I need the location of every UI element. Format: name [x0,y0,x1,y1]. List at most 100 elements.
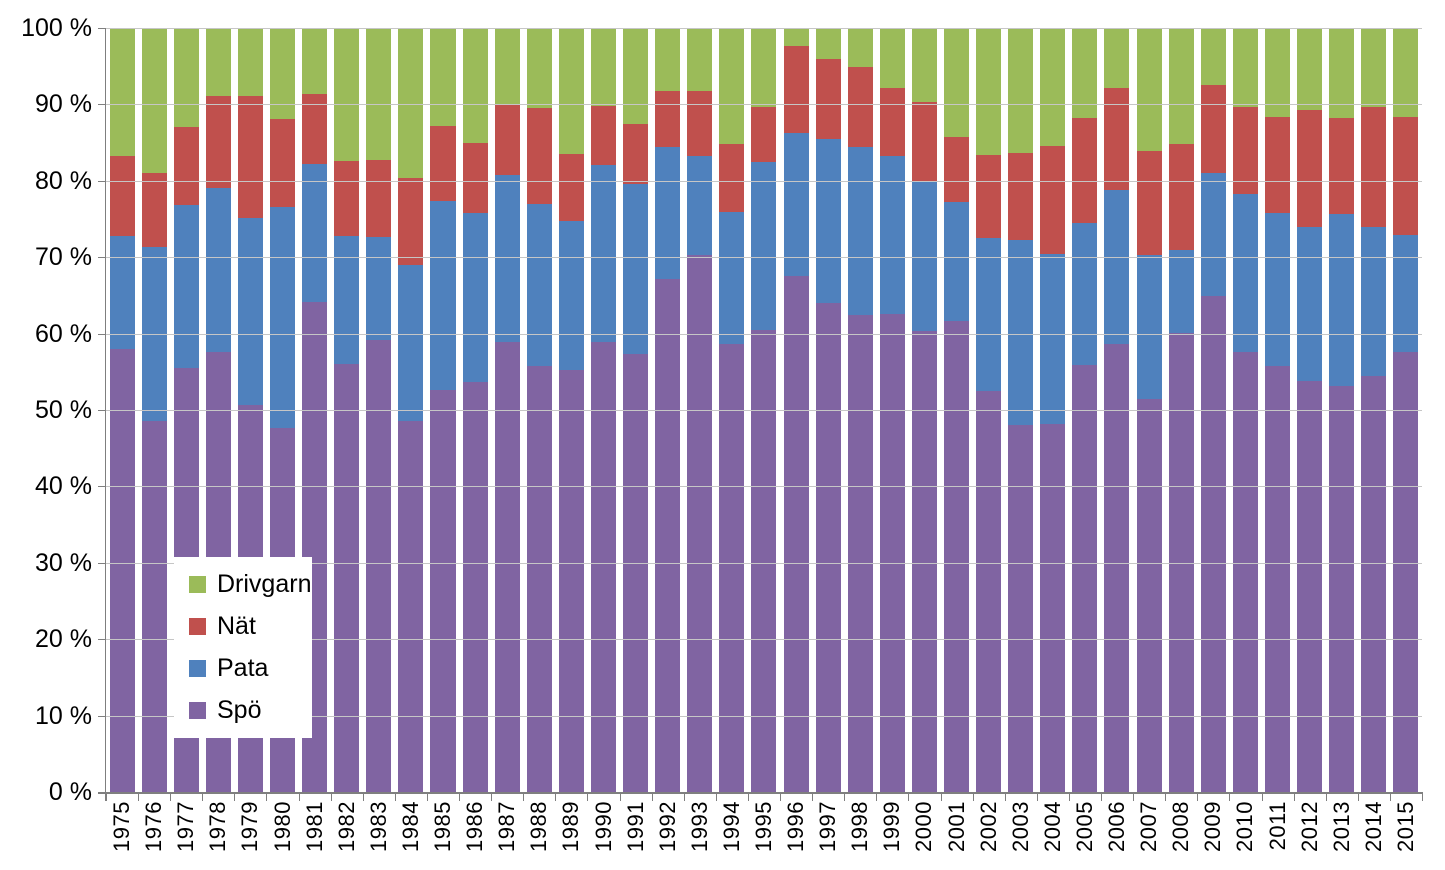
segment-Spö-1984 [398,420,424,792]
legend-item-pata: Pata [174,654,312,683]
y-axis-label: 70 % [35,243,92,272]
bar-stack-2011 [1264,28,1290,792]
segment-Nät-2008 [1168,144,1194,251]
segment-Nät-1990 [590,105,616,165]
segment-Drivgarn-1985 [430,28,456,126]
x-label-2013: 2013 [1328,801,1354,852]
segment-Spö-2004 [1040,423,1066,792]
segment-Pata-1984 [398,264,424,421]
x-label-1993: 1993 [686,801,712,852]
segment-Spö-1985 [430,390,456,792]
x-axis-tick [715,792,717,801]
x-axis-tick [1422,792,1423,801]
segment-Pata-1991 [623,183,649,355]
gridline [106,562,1422,564]
bar-stack-2004 [1040,28,1066,792]
segment-Nät-1982 [334,160,360,236]
bar-1995 [748,28,780,792]
gridline [106,333,1422,335]
segment-Spö-2010 [1232,351,1258,792]
segment-Drivgarn-1981 [302,28,328,94]
x-axis-tick [1004,792,1006,801]
y-axis-label: 90 % [35,90,92,119]
legend-label-spo: Spö [217,696,262,724]
segment-Spö-1991 [623,354,649,792]
x-axis-tick [1068,792,1070,801]
bar-stack-1989 [558,28,584,792]
bar-1982 [331,28,363,792]
x-label-2008: 2008 [1168,801,1194,852]
segment-Pata-1999 [879,155,905,314]
segment-Spö-2003 [1008,425,1034,792]
y-axis-label: 60 % [35,319,92,348]
segment-Drivgarn-1988 [526,28,552,108]
segment-Pata-1994 [719,212,745,344]
x-axis-tick [459,792,461,801]
segment-Pata-1985 [430,200,456,391]
y-axis-tick [98,792,106,793]
segment-Drivgarn-2000 [911,28,937,103]
bar-1988 [523,28,555,792]
segment-Drivgarn-2014 [1361,28,1387,108]
segment-Spö-2011 [1264,365,1290,792]
x-axis-tick [908,792,910,801]
segment-Nät-2004 [1040,145,1066,255]
segment-Spö-2014 [1361,376,1387,792]
segment-Pata-1986 [462,212,488,382]
bar-stack-1982 [334,28,360,792]
segment-Pata-1977 [173,205,199,368]
bar-2006 [1101,28,1133,792]
legend-swatch-nat-icon [189,618,206,635]
x-axis-tick [523,792,525,801]
segment-Pata-2005 [1072,222,1098,365]
y-axis-label: 50 % [35,396,92,424]
x-label-1977: 1977 [173,801,199,852]
segment-Drivgarn-2002 [976,28,1002,155]
bar-stack-2012 [1297,28,1323,792]
bar-stack-2015 [1393,28,1419,792]
segment-Drivgarn-1993 [687,28,713,91]
segment-Nät-1983 [366,160,392,238]
segment-Drivgarn-1975 [109,28,135,156]
segment-Nät-2005 [1072,118,1098,223]
segment-Pata-1980 [270,206,296,429]
segment-Drivgarn-1997 [815,28,841,59]
x-label-2000: 2000 [911,801,937,852]
x-label-1975: 1975 [109,801,135,852]
x-axis-tick [106,792,107,801]
x-axis-tick [1101,792,1103,801]
bar-2002 [973,28,1005,792]
y-axis-tick [98,486,106,488]
bar-stack-2008 [1168,28,1194,792]
y-axis-tick [98,410,106,411]
y-axis-tick [98,639,106,641]
bar-stack-1983 [366,28,392,792]
segment-Spö-1989 [558,370,584,792]
bar-stack-1986 [462,28,488,792]
x-axis-tick [844,792,846,801]
bar-stack-1985 [430,28,456,792]
segment-Nät-1992 [655,90,681,148]
segment-Drivgarn-1983 [366,28,392,161]
y-axis-tick [98,104,106,106]
x-axis-tick [266,792,268,801]
segment-Drivgarn-2005 [1072,28,1098,119]
bar-stack-1987 [494,28,520,792]
segment-Drivgarn-1987 [494,28,520,104]
x-label-2009: 2009 [1200,801,1226,852]
segment-Spö-2009 [1200,296,1226,792]
segment-Nät-2000 [911,102,937,183]
segment-Nät-2012 [1297,109,1323,228]
segment-Pata-1975 [109,235,135,349]
x-label-2015: 2015 [1392,801,1418,852]
x-axis-tick [683,792,685,801]
segment-Drivgarn-1992 [655,28,681,91]
segment-Nät-1976 [141,173,167,247]
segment-Nät-2010 [1232,107,1258,194]
x-label-1976: 1976 [141,801,167,852]
x-label-1981: 1981 [301,801,327,852]
segment-Pata-2007 [1136,254,1162,399]
segment-Spö-1987 [494,342,520,792]
segment-Nät-2003 [1008,153,1034,241]
segment-Drivgarn-2010 [1232,28,1258,108]
